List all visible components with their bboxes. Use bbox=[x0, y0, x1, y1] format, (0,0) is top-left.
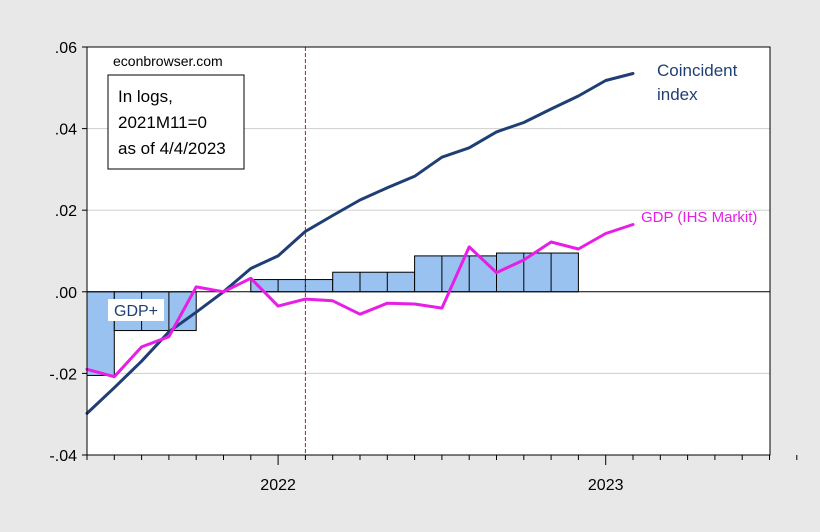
plot-frame bbox=[86, 46, 771, 456]
x-year-label: 2023 bbox=[588, 477, 624, 494]
gdp-plus-bar bbox=[332, 272, 415, 292]
note-line-1: In logs, bbox=[118, 87, 173, 106]
y-tick-label: .04 bbox=[55, 122, 77, 139]
gdp-ihs-markit-line bbox=[85, 223, 635, 379]
y-tick-label: .00 bbox=[55, 285, 77, 302]
coincident-index-label-line-1: Coincident bbox=[657, 61, 738, 80]
note-line-2: 2021M11=0 bbox=[118, 113, 207, 132]
gdp-plus-label: GDP+ bbox=[114, 303, 158, 320]
gdp-plus-label-background bbox=[108, 299, 164, 321]
annotations: econbrowser.com In logs, 2021M11=0 as of… bbox=[107, 53, 757, 321]
axes: -.04 -.02 .00 .02 .04 .06 2022 2023 bbox=[49, 40, 798, 494]
gdp-plus-bar bbox=[250, 279, 333, 292]
y-tick-label: -.02 bbox=[49, 366, 77, 383]
note-box bbox=[107, 74, 245, 170]
series-lines bbox=[85, 72, 635, 415]
coincident-index-label-line-2: index bbox=[657, 85, 698, 104]
coincident-index-line bbox=[85, 72, 635, 415]
x-year-label: 2022 bbox=[260, 477, 296, 494]
y-tick-label: .02 bbox=[55, 203, 77, 220]
gdp-plus-bar bbox=[496, 253, 579, 292]
gdp-ihs-markit-label: GDP (IHS Markit) bbox=[641, 209, 757, 226]
note-line-3: as of 4/4/2023 bbox=[118, 139, 226, 158]
y-tick-label: .06 bbox=[55, 40, 77, 57]
watermark-text: econbrowser.com bbox=[113, 53, 223, 69]
y-tick-label: -.04 bbox=[49, 448, 77, 465]
